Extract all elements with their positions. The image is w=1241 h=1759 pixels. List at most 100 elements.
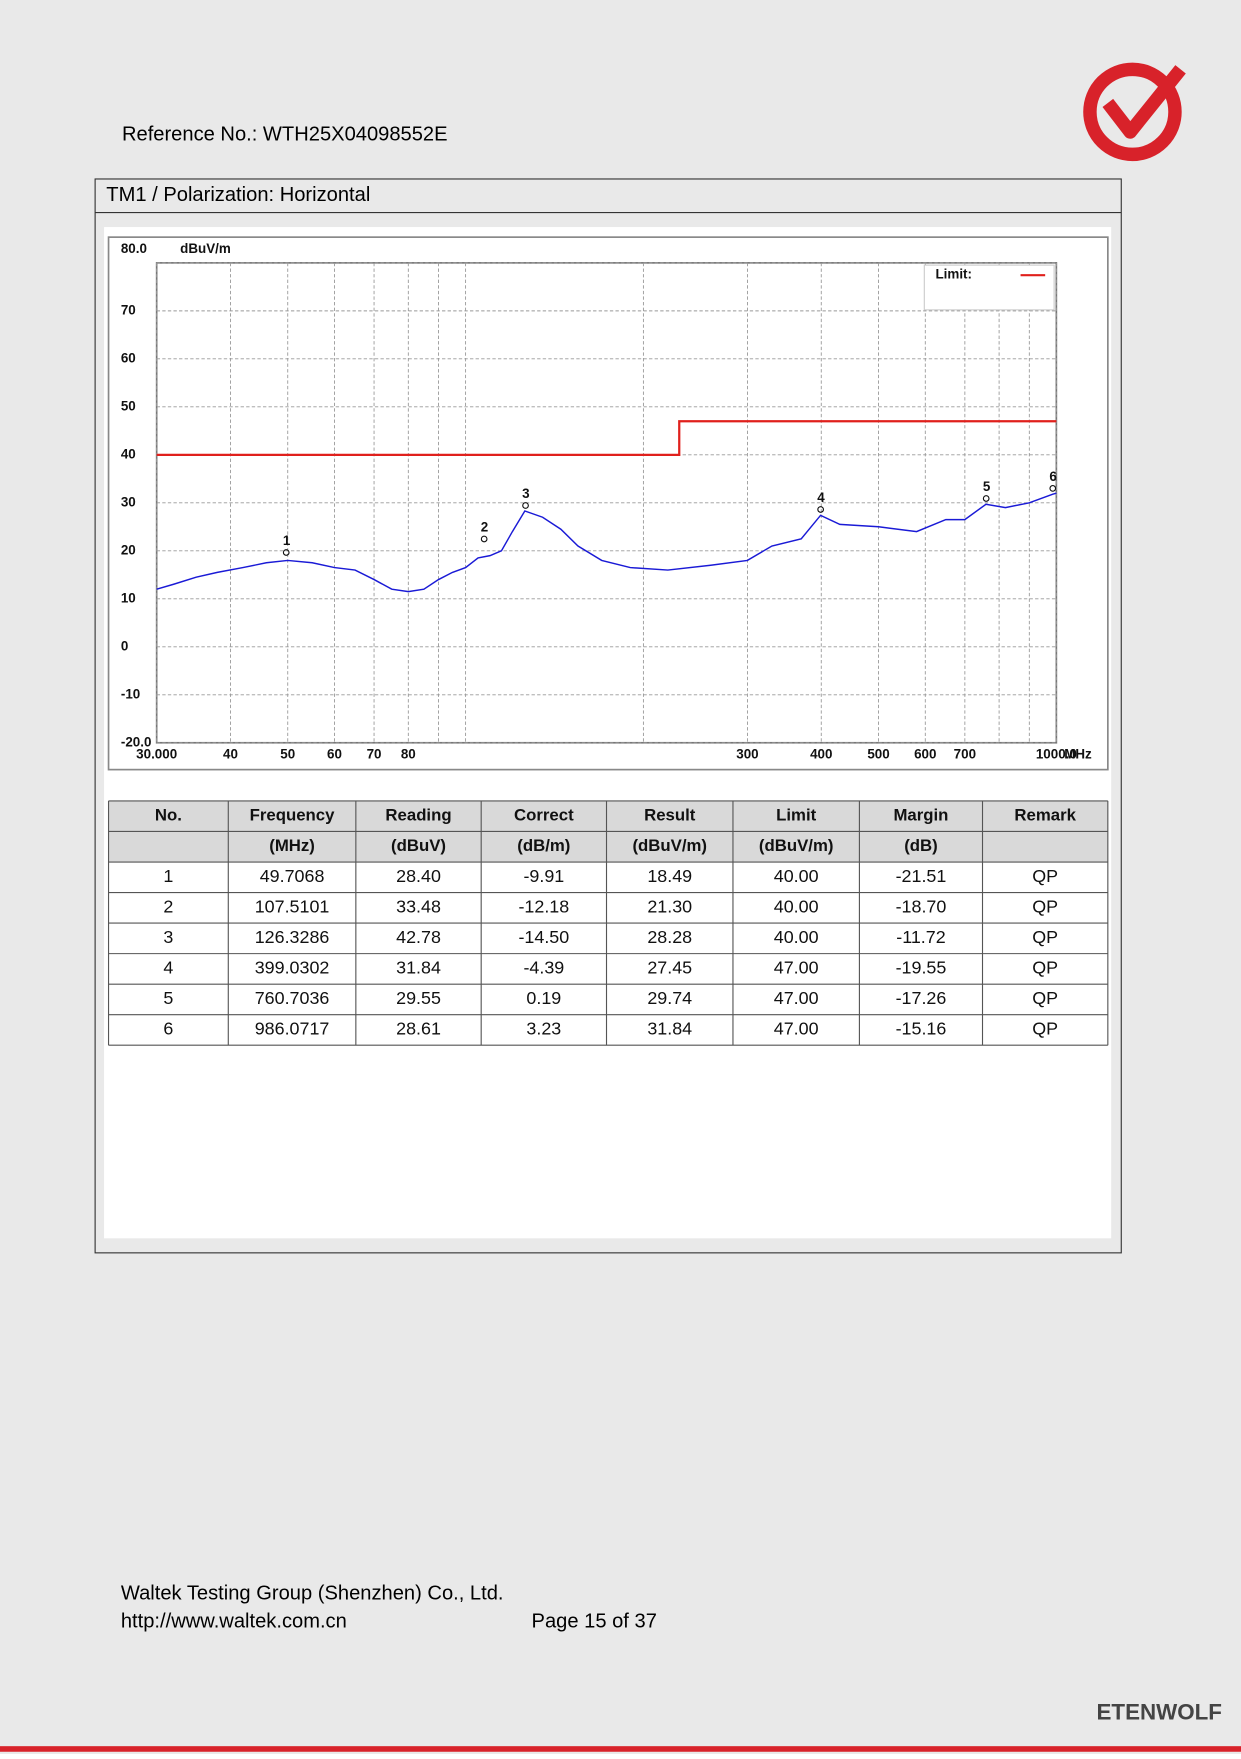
table-cell: 33.48 [396,897,441,917]
y-tick-label: -10 [121,686,140,701]
marker-label: 4 [817,490,825,505]
marker [817,506,824,513]
table-cell: 40.00 [774,897,819,917]
table-cell: 40.00 [774,927,819,947]
table-header-cell: (dBuV) [391,836,446,855]
x-tick-label: 500 [867,747,889,762]
y-tick-label: 30 [121,494,136,509]
table-header-cell: Frequency [250,806,335,825]
table-cell: -17.26 [896,988,947,1008]
x-tick-label: 40 [223,747,238,762]
marker-label: 5 [983,479,991,494]
table-cell: 27.45 [647,958,692,978]
table-cell: 5 [163,988,173,1008]
table-cell: QP [1032,927,1058,947]
table-cell: 49.7068 [260,866,325,886]
table-cell: 2 [163,897,173,917]
table-cell: 28.40 [396,866,441,886]
legend-box [923,264,1055,311]
series-line [156,420,1057,456]
bottom-stripe [0,1746,1241,1752]
table-header-cell: Remark [1014,806,1076,825]
table-cell: -21.51 [896,866,947,886]
page-number: Page 15 of 37 [532,1610,657,1632]
result-table: No. Frequency Reading Correct Result Limit Mar… [107,800,1109,1046]
y-tick-label: 20 [121,542,136,557]
x-tick-label: 30.000 [136,747,177,762]
marker-label: 2 [481,519,488,534]
table-cell: 3.23 [526,1019,561,1039]
x-tick-label: 600 [914,747,936,762]
x-tick-label: 400 [810,747,832,762]
marker-label: 6 [1049,469,1056,484]
table-cell: 29.55 [396,988,441,1008]
y-tick-label: -20.0 [121,734,152,749]
table-cell: -14.50 [518,927,569,947]
table-cell: 0.19 [526,988,561,1008]
table-cell: 399.0302 [255,958,330,978]
table-cell: 4 [163,958,173,978]
table-cell: 3 [163,927,173,947]
table-cell: -15.16 [896,1019,947,1039]
table-cell: 126.3286 [255,927,330,947]
x-tick-label: 700 [954,747,976,762]
marker-label: 3 [522,486,529,501]
table-cell: -9.91 [523,866,564,886]
table-cell: -12.18 [518,897,569,917]
table-cell: -11.72 [896,927,945,947]
y-unit: dBuV/m [180,241,231,256]
table-cell: 42.78 [396,927,441,947]
x-tick-label: 70 [367,747,382,762]
marker [480,535,488,543]
legend-label: Limit: [936,267,973,282]
marker [522,502,529,509]
brand: ETENWOLF [1097,1700,1222,1725]
y-tick-label: 0 [121,638,128,653]
table-cell: QP [1032,958,1058,978]
table-cell: 21.30 [647,897,692,917]
table-cell: 47.00 [774,1019,819,1039]
section-frame [94,178,1122,1254]
x-tick-label: 80 [401,747,416,762]
y-tick-label: 10 [121,590,136,605]
marker-label: 1 [283,533,291,548]
table-cell: QP [1032,866,1058,886]
y-tick-label: 70 [121,302,136,317]
table-header-cell: No. [155,806,182,825]
table-cell: -19.55 [896,958,947,978]
table-cell: QP [1032,897,1058,917]
x-tick-label: 50 [280,747,295,762]
table-cell: 47.00 [774,988,819,1008]
table-cell: -18.70 [896,897,947,917]
table-cell: 31.84 [396,958,441,978]
y-tick-label: 50 [121,398,136,413]
y-tick-label: 60 [121,350,136,365]
table-cell: 40.00 [774,866,819,886]
table-cell: 986.0717 [255,1019,330,1039]
logo [1083,62,1186,162]
table-header-cell: Margin [893,806,948,825]
x-unit: MHz [1064,747,1092,762]
table-header-cell: Correct [514,806,574,825]
marker [282,549,290,556]
marker [1049,485,1057,492]
marker [982,495,990,502]
table-header-cell: (dBuV/m) [759,836,834,855]
reference-no: Reference No.: WTH25X04098552E [122,124,448,146]
y-tick-label: 80.0 [121,241,147,256]
table-header-cell: (dB) [904,836,938,855]
section-title: TM1 / Polarization: Horizontal [106,184,370,206]
table-cell: 760.7036 [255,988,330,1008]
table-header-cell: (dBuV/m) [632,836,707,855]
table-cell: 28.28 [647,927,692,947]
table-cell: QP [1032,988,1058,1008]
table-cell: 1 [163,866,173,886]
table-cell: 28.61 [396,1019,441,1039]
series-line [156,492,1057,593]
table-cell: 29.74 [647,988,692,1008]
table-cell: 107.5101 [255,897,330,917]
table-cell: QP [1032,1019,1058,1039]
footer-url: http://www.waltek.com.cn [121,1610,347,1632]
footer-company: Waltek Testing Group (Shenzhen) Co., Ltd… [121,1582,504,1604]
